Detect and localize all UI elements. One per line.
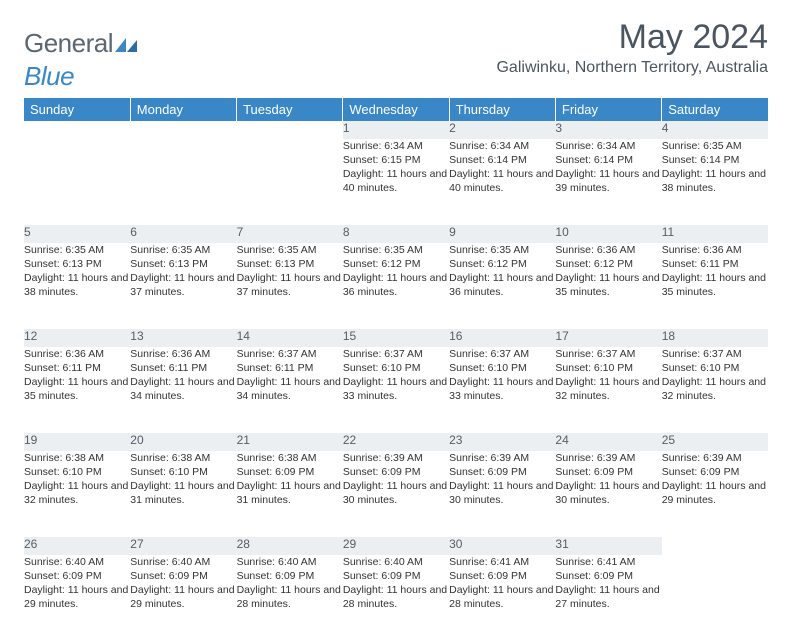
info-cell: Sunrise: 6:41 AM Sunset: 6:09 PM Dayligh… bbox=[449, 555, 555, 641]
logo: General Blue bbox=[24, 28, 137, 92]
info-cell: Sunrise: 6:36 AM Sunset: 6:11 PM Dayligh… bbox=[24, 347, 130, 433]
info-cell: Sunrise: 6:36 AM Sunset: 6:11 PM Dayligh… bbox=[662, 243, 768, 329]
info-cell: Sunrise: 6:39 AM Sunset: 6:09 PM Dayligh… bbox=[662, 451, 768, 537]
daynum-cell: 31 bbox=[555, 537, 661, 555]
info-cell: Sunrise: 6:35 AM Sunset: 6:13 PM Dayligh… bbox=[130, 243, 236, 329]
daynum-cell: 1 bbox=[343, 121, 449, 139]
daynum-cell bbox=[662, 537, 768, 555]
info-cell: Sunrise: 6:37 AM Sunset: 6:10 PM Dayligh… bbox=[343, 347, 449, 433]
daynum-cell bbox=[130, 121, 236, 139]
info-cell: Sunrise: 6:40 AM Sunset: 6:09 PM Dayligh… bbox=[343, 555, 449, 641]
logo-part2: Blue bbox=[24, 61, 74, 91]
info-cell: Sunrise: 6:36 AM Sunset: 6:12 PM Dayligh… bbox=[555, 243, 661, 329]
daynum-cell: 15 bbox=[343, 329, 449, 347]
daynum-cell: 8 bbox=[343, 225, 449, 243]
daynum-cell: 17 bbox=[555, 329, 661, 347]
info-row: Sunrise: 6:35 AM Sunset: 6:13 PM Dayligh… bbox=[24, 243, 768, 329]
info-cell: Sunrise: 6:39 AM Sunset: 6:09 PM Dayligh… bbox=[555, 451, 661, 537]
day-header: Sunday bbox=[24, 98, 130, 121]
day-header: Tuesday bbox=[237, 98, 343, 121]
daynum-cell: 24 bbox=[555, 433, 661, 451]
day-header: Monday bbox=[130, 98, 236, 121]
day-header-row: SundayMondayTuesdayWednesdayThursdayFrid… bbox=[24, 98, 768, 121]
info-cell: Sunrise: 6:35 AM Sunset: 6:13 PM Dayligh… bbox=[237, 243, 343, 329]
daynum-cell: 9 bbox=[449, 225, 555, 243]
info-cell bbox=[24, 139, 130, 225]
info-cell bbox=[662, 555, 768, 641]
info-cell: Sunrise: 6:38 AM Sunset: 6:10 PM Dayligh… bbox=[24, 451, 130, 537]
info-cell: Sunrise: 6:37 AM Sunset: 6:10 PM Dayligh… bbox=[555, 347, 661, 433]
info-cell bbox=[130, 139, 236, 225]
info-cell: Sunrise: 6:35 AM Sunset: 6:13 PM Dayligh… bbox=[24, 243, 130, 329]
info-cell: Sunrise: 6:39 AM Sunset: 6:09 PM Dayligh… bbox=[449, 451, 555, 537]
logo-part1: General bbox=[24, 28, 113, 58]
info-cell: Sunrise: 6:38 AM Sunset: 6:09 PM Dayligh… bbox=[237, 451, 343, 537]
info-cell: Sunrise: 6:39 AM Sunset: 6:09 PM Dayligh… bbox=[343, 451, 449, 537]
page-title: May 2024 bbox=[496, 18, 768, 57]
info-cell: Sunrise: 6:35 AM Sunset: 6:12 PM Dayligh… bbox=[343, 243, 449, 329]
day-header: Friday bbox=[555, 98, 661, 121]
day-header: Thursday bbox=[449, 98, 555, 121]
daynum-cell: 4 bbox=[662, 121, 768, 139]
daynum-cell: 29 bbox=[343, 537, 449, 555]
daynum-cell bbox=[237, 121, 343, 139]
calendar-table: SundayMondayTuesdayWednesdayThursdayFrid… bbox=[24, 98, 768, 641]
daynum-cell: 28 bbox=[237, 537, 343, 555]
daynum-cell: 27 bbox=[130, 537, 236, 555]
logo-sail-icon bbox=[115, 30, 137, 61]
info-row: Sunrise: 6:34 AM Sunset: 6:15 PM Dayligh… bbox=[24, 139, 768, 225]
info-row: Sunrise: 6:36 AM Sunset: 6:11 PM Dayligh… bbox=[24, 347, 768, 433]
day-header: Saturday bbox=[662, 98, 768, 121]
daynum-cell: 30 bbox=[449, 537, 555, 555]
daynum-row: 262728293031 bbox=[24, 537, 768, 555]
info-cell: Sunrise: 6:37 AM Sunset: 6:10 PM Dayligh… bbox=[449, 347, 555, 433]
daynum-cell: 20 bbox=[130, 433, 236, 451]
daynum-cell bbox=[24, 121, 130, 139]
daynum-cell: 21 bbox=[237, 433, 343, 451]
daynum-row: 12131415161718 bbox=[24, 329, 768, 347]
daynum-row: 19202122232425 bbox=[24, 433, 768, 451]
daynum-cell: 26 bbox=[24, 537, 130, 555]
info-cell: Sunrise: 6:35 AM Sunset: 6:12 PM Dayligh… bbox=[449, 243, 555, 329]
daynum-cell: 22 bbox=[343, 433, 449, 451]
info-cell: Sunrise: 6:35 AM Sunset: 6:14 PM Dayligh… bbox=[662, 139, 768, 225]
day-header: Wednesday bbox=[343, 98, 449, 121]
info-cell bbox=[237, 139, 343, 225]
info-cell: Sunrise: 6:34 AM Sunset: 6:15 PM Dayligh… bbox=[343, 139, 449, 225]
daynum-cell: 14 bbox=[237, 329, 343, 347]
daynum-row: 567891011 bbox=[24, 225, 768, 243]
daynum-cell: 18 bbox=[662, 329, 768, 347]
info-cell: Sunrise: 6:36 AM Sunset: 6:11 PM Dayligh… bbox=[130, 347, 236, 433]
info-cell: Sunrise: 6:34 AM Sunset: 6:14 PM Dayligh… bbox=[449, 139, 555, 225]
info-cell: Sunrise: 6:40 AM Sunset: 6:09 PM Dayligh… bbox=[130, 555, 236, 641]
daynum-cell: 12 bbox=[24, 329, 130, 347]
logo-text: General Blue bbox=[24, 28, 137, 92]
daynum-cell: 3 bbox=[555, 121, 661, 139]
daynum-cell: 25 bbox=[662, 433, 768, 451]
daynum-cell: 10 bbox=[555, 225, 661, 243]
location-label: Galiwinku, Northern Territory, Australia bbox=[496, 59, 768, 77]
header: General Blue May 2024 Galiwinku, Norther… bbox=[24, 18, 768, 92]
title-block: May 2024 Galiwinku, Northern Territory, … bbox=[496, 18, 768, 77]
daynum-cell: 2 bbox=[449, 121, 555, 139]
info-cell: Sunrise: 6:34 AM Sunset: 6:14 PM Dayligh… bbox=[555, 139, 661, 225]
info-cell: Sunrise: 6:38 AM Sunset: 6:10 PM Dayligh… bbox=[130, 451, 236, 537]
daynum-cell: 19 bbox=[24, 433, 130, 451]
info-cell: Sunrise: 6:41 AM Sunset: 6:09 PM Dayligh… bbox=[555, 555, 661, 641]
daynum-cell: 5 bbox=[24, 225, 130, 243]
info-cell: Sunrise: 6:37 AM Sunset: 6:10 PM Dayligh… bbox=[662, 347, 768, 433]
info-cell: Sunrise: 6:40 AM Sunset: 6:09 PM Dayligh… bbox=[24, 555, 130, 641]
info-row: Sunrise: 6:38 AM Sunset: 6:10 PM Dayligh… bbox=[24, 451, 768, 537]
daynum-cell: 7 bbox=[237, 225, 343, 243]
daynum-row: 1234 bbox=[24, 121, 768, 139]
info-row: Sunrise: 6:40 AM Sunset: 6:09 PM Dayligh… bbox=[24, 555, 768, 641]
daynum-cell: 13 bbox=[130, 329, 236, 347]
daynum-cell: 6 bbox=[130, 225, 236, 243]
daynum-cell: 11 bbox=[662, 225, 768, 243]
daynum-cell: 23 bbox=[449, 433, 555, 451]
info-cell: Sunrise: 6:40 AM Sunset: 6:09 PM Dayligh… bbox=[237, 555, 343, 641]
info-cell: Sunrise: 6:37 AM Sunset: 6:11 PM Dayligh… bbox=[237, 347, 343, 433]
daynum-cell: 16 bbox=[449, 329, 555, 347]
